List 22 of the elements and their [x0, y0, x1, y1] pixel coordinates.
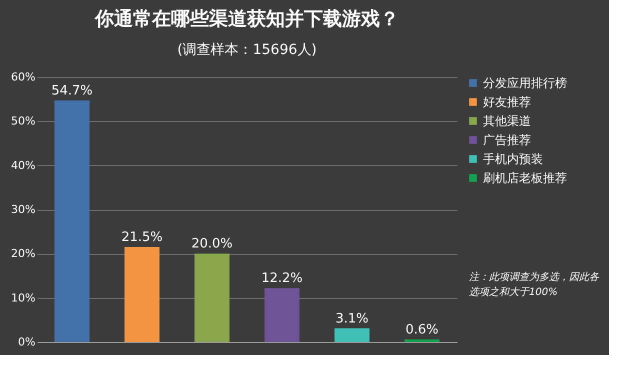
data-label: 3.1% — [335, 311, 369, 326]
y-tick-label: 20% — [11, 247, 36, 260]
y-tick-label: 10% — [11, 291, 36, 304]
data-label: 12.2% — [261, 271, 303, 286]
chart-title: 你通常在哪些渠道获知并下载游戏？ — [94, 8, 399, 30]
chart-subtitle: (调查样本：15696人) — [177, 42, 317, 58]
data-label: 54.7% — [51, 83, 93, 98]
legend-label: 手机内预装 — [483, 152, 543, 166]
y-tick-label: 40% — [11, 158, 36, 172]
data-label: 21.5% — [121, 230, 163, 246]
text: 注：此项调查为多选，因此各选项之和大于100% — [469, 271, 600, 298]
legend-label: 好友推荐 — [483, 95, 531, 109]
legend-label: 其他渠道 — [483, 114, 531, 128]
legend-label: 广告推荐 — [483, 133, 531, 147]
legend-label: 分发应用排行榜 — [483, 76, 567, 90]
y-tick-label: 0% — [18, 336, 36, 348]
y-tick-label: 50% — [11, 114, 36, 128]
y-tick-label: 60% — [11, 70, 36, 84]
data-label: 20.0% — [191, 236, 233, 252]
y-tick-label: 30% — [11, 203, 36, 216]
legend-label: 刷机店老板推荐 — [483, 171, 567, 185]
data-label: 0.6% — [405, 322, 439, 338]
